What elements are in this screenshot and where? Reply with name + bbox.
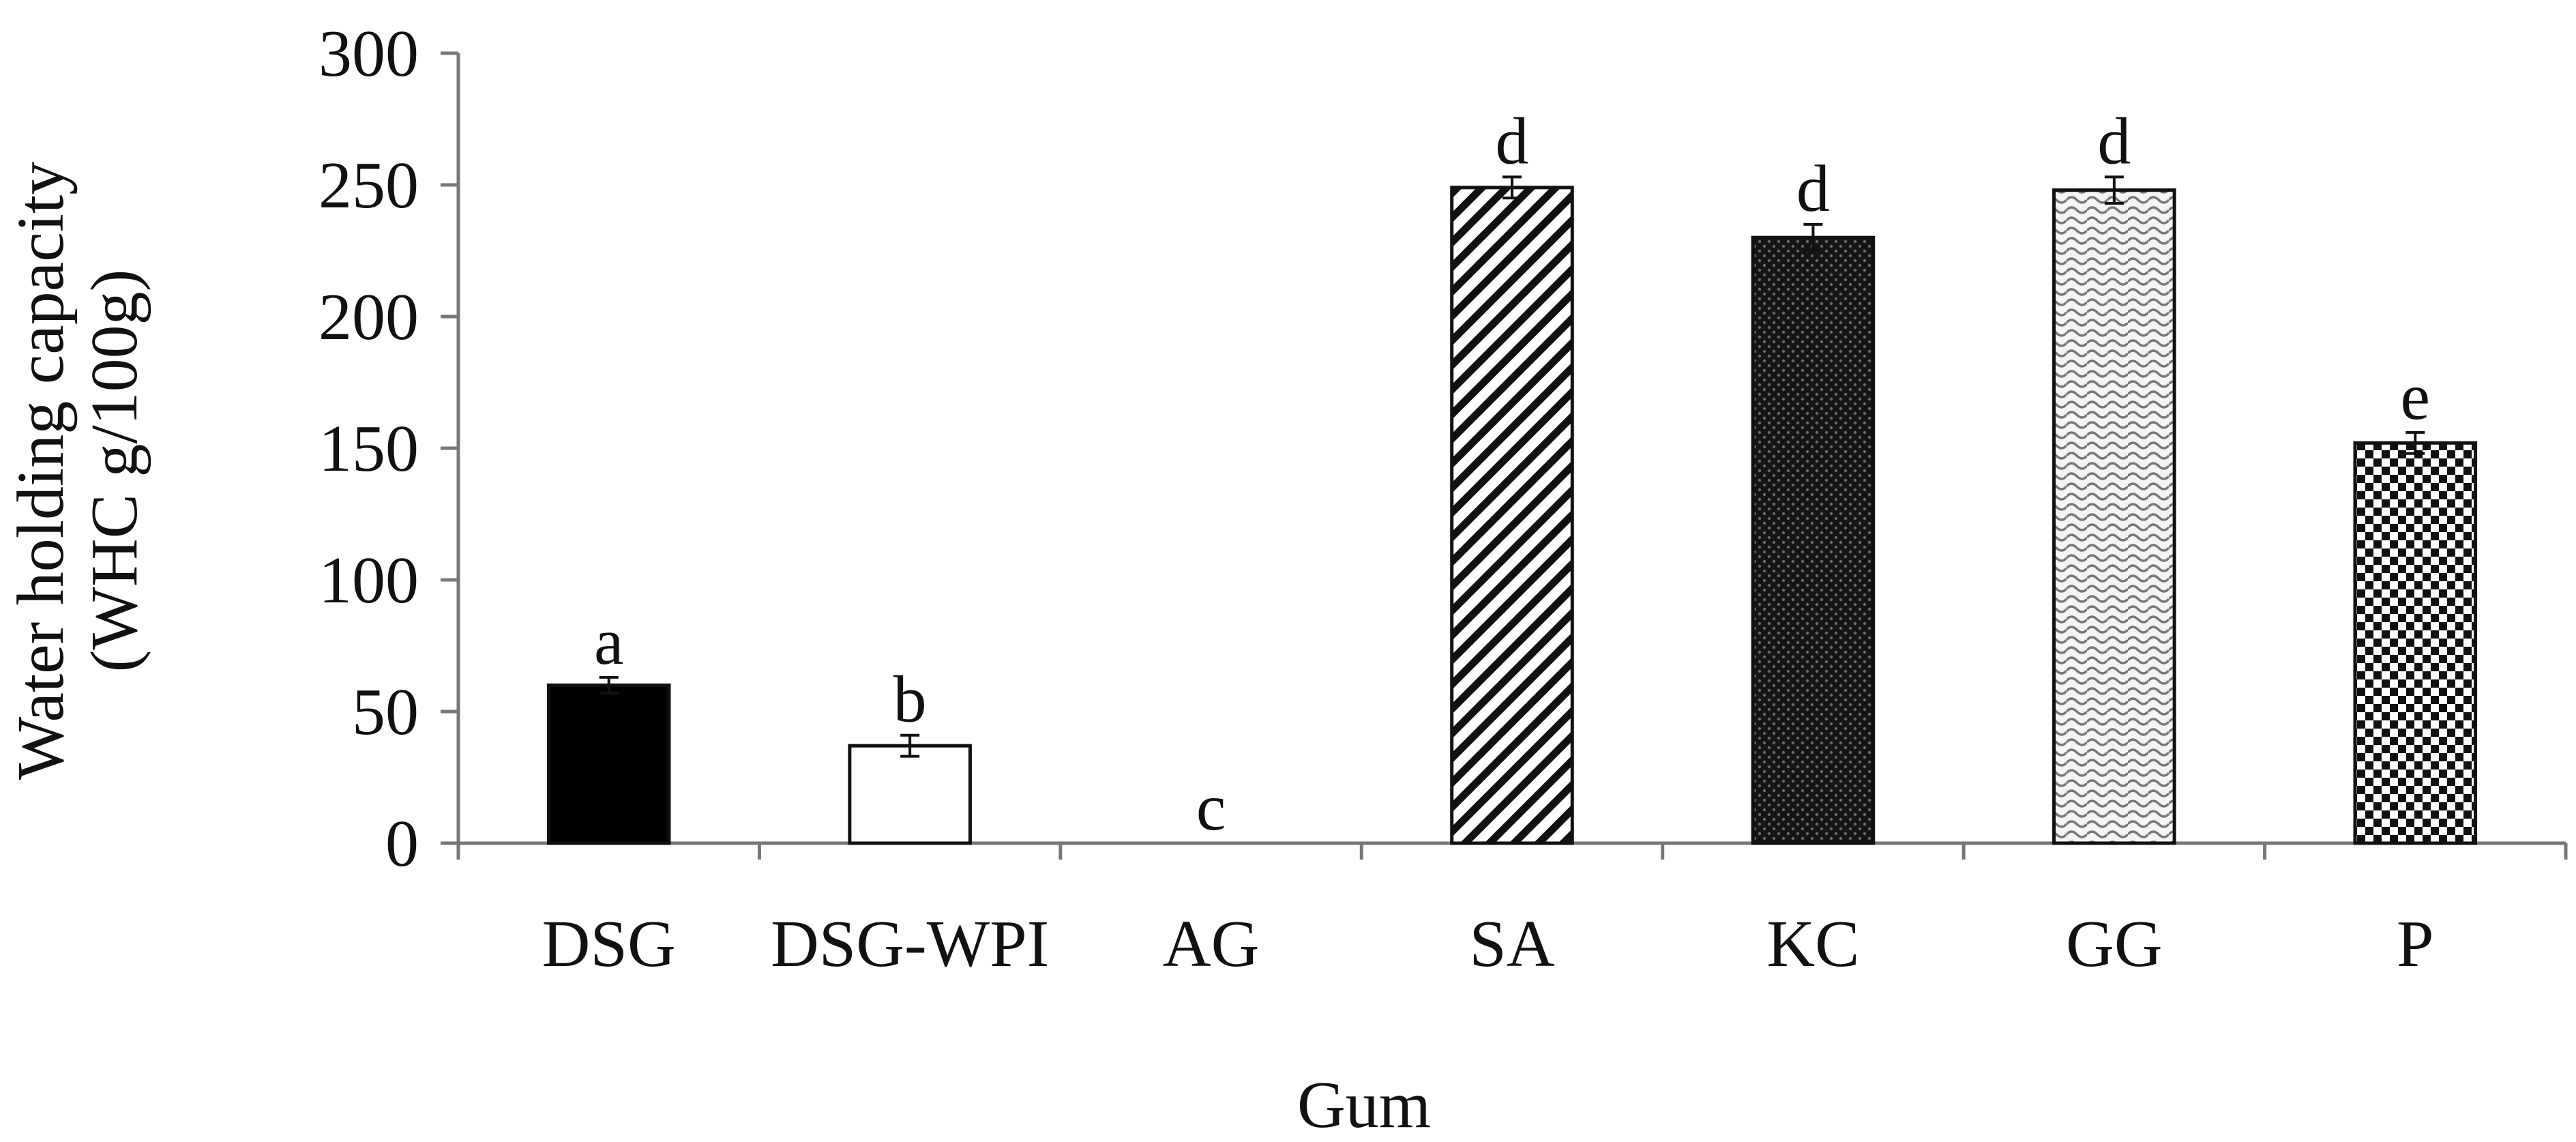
category-label: KC [1766,907,1859,981]
significance-labels: a b c d d d e [594,104,2430,845]
y-tick-label: 50 [352,675,419,749]
bar-dsg [546,683,671,845]
x-axis-title: Gum [1297,1068,1431,1142]
y-axis-title-line2: (WHC g/100g) [78,269,151,673]
y-axis-title-line1: Water holding capacity [4,162,78,780]
bar-p [2353,441,2478,845]
y-tick-label: 250 [319,149,419,222]
y-tick-label: 100 [319,544,419,617]
error-bars [599,175,2425,758]
significance-label: d [1496,104,1529,178]
bar-kc [1751,235,1876,845]
bar-dsg-wpi [848,744,972,845]
category-label: SA [1469,907,1555,981]
y-ticks: 0 50 100 150 200 250 300 [319,17,458,881]
y-tick-label: 200 [319,280,419,354]
category-labels: DSG DSG-WPI AG SA KC GG P [542,907,2434,981]
significance-label: a [594,605,624,679]
category-label: AG [1163,907,1260,981]
category-label: DSG [542,907,676,981]
category-label: GG [2066,907,2163,981]
category-label: P [2397,907,2434,981]
significance-label: d [1796,152,1830,226]
y-tick-label: 0 [385,807,419,881]
x-ticks [456,843,2568,860]
significance-label: b [893,663,927,737]
bar-sa [1450,186,1574,845]
significance-label: e [2401,360,2431,434]
y-tick-label: 150 [319,412,419,486]
category-label: DSG-WPI [771,907,1049,981]
bar-gg [2052,188,2176,845]
significance-label: d [2097,104,2131,178]
significance-label: c [1196,771,1226,845]
y-tick-label: 300 [319,17,419,91]
bars [546,186,2478,845]
